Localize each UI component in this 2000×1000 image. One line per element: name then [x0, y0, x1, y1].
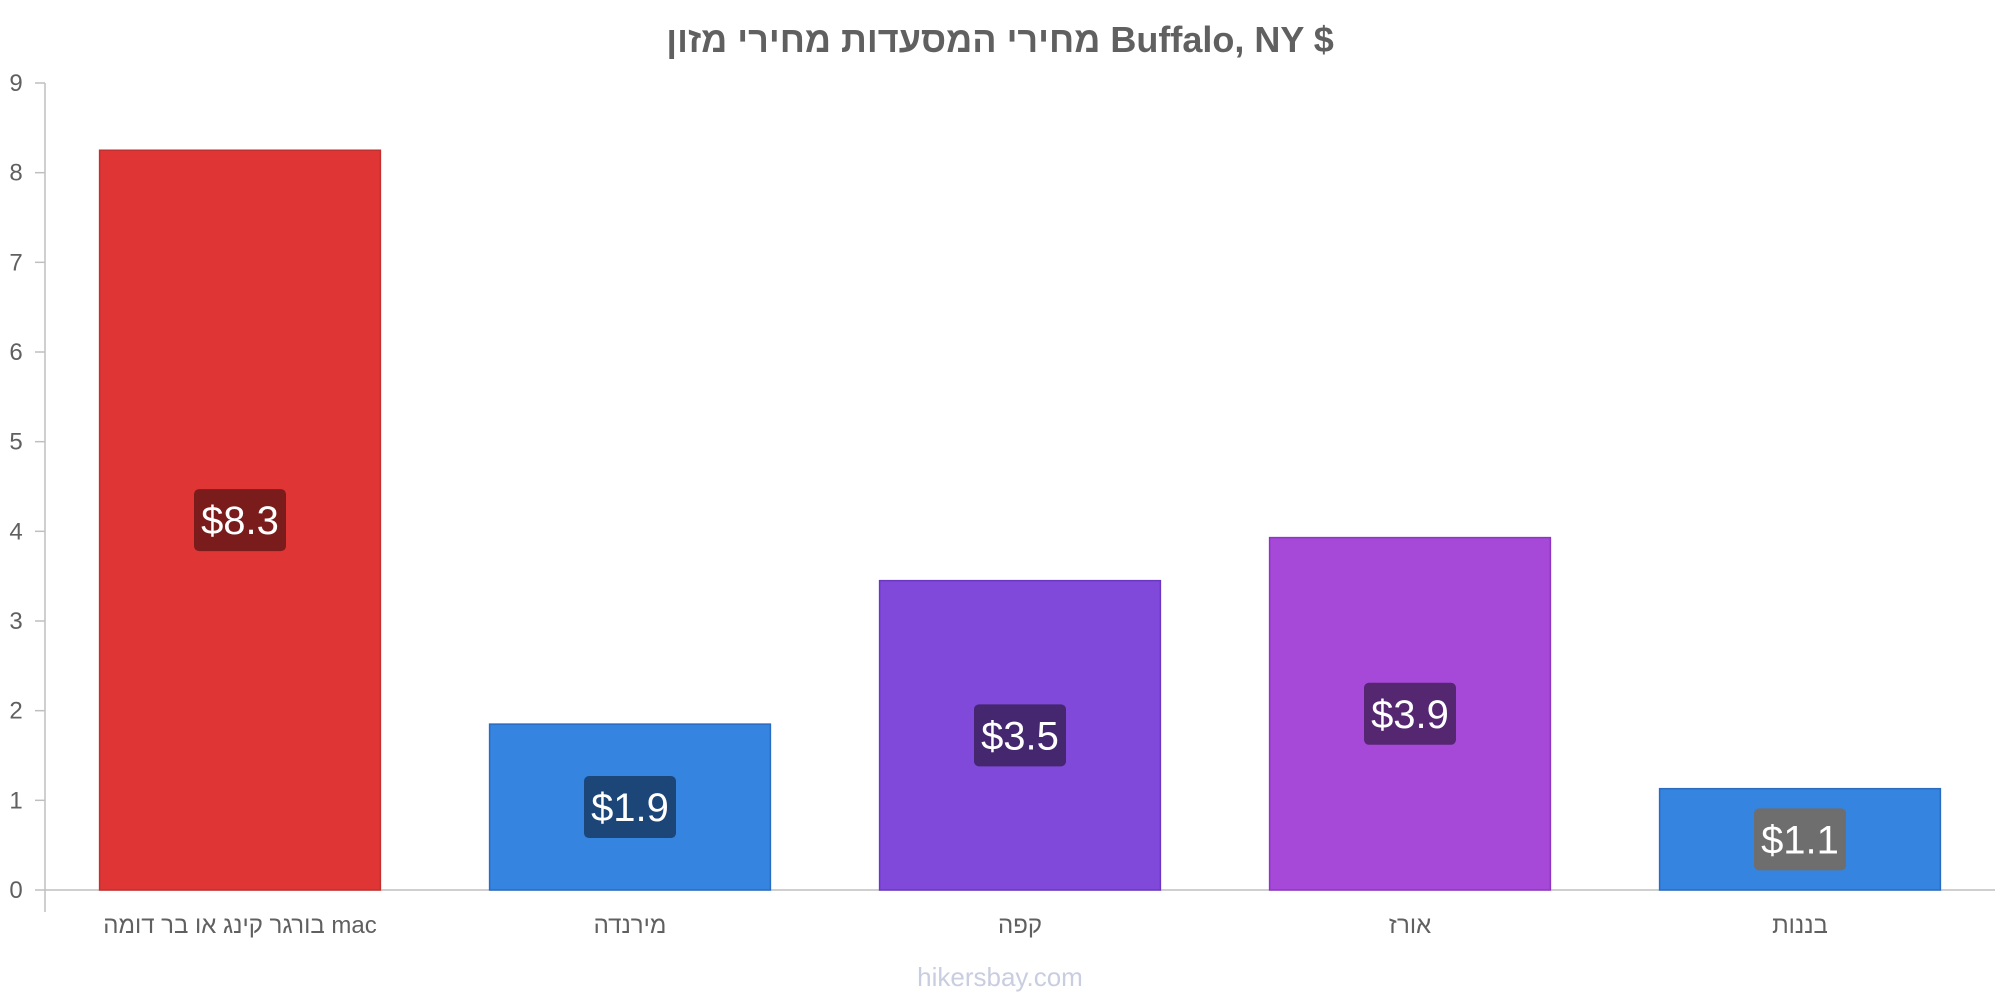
y-tick-label: 7 [9, 249, 22, 276]
x-axis: בורגר קינג או בר דומה mac מירנדה קפה אורז בנ… [45, 889, 1995, 939]
y-tick-label: 1 [9, 787, 22, 814]
y-tick-label: 6 [9, 339, 22, 366]
y-tick-label: 9 [9, 70, 22, 97]
bars [98, 149, 1942, 891]
data-label: $1.9 [591, 786, 669, 830]
x-category-label: בננות [1772, 912, 1828, 939]
y-tick-label: 8 [9, 160, 22, 187]
data-label-box [1364, 682, 1456, 745]
data-label: $8.3 [201, 499, 279, 543]
x-category-label: בורגר קינג או בר דומה mac [103, 912, 376, 939]
y-axis: 0 1 2 3 4 5 6 7 8 9 [9, 70, 46, 912]
x-category-label: מירנדה [594, 912, 667, 939]
y-tick-label: 0 [9, 877, 22, 904]
bar [878, 579, 1162, 891]
y-tick-label: 5 [9, 429, 22, 456]
y-tick-label: 2 [9, 698, 22, 725]
x-category-label: קפה [998, 912, 1042, 939]
data-label: $3.5 [981, 714, 1059, 758]
data-labels: $8.3 $1.9 $3.5 $3.9 $1.1 [194, 489, 1846, 871]
data-label-box [584, 776, 676, 839]
chart-title: מחירי המסעדות מחירי מזון Buffalo, NY $ [666, 19, 1334, 60]
x-category-label: אורז [1389, 912, 1431, 939]
data-label: $1.1 [1761, 818, 1839, 862]
footer-watermark: hikersbay.com [917, 962, 1083, 992]
y-tick-label: 4 [9, 518, 22, 545]
data-label: $3.9 [1371, 693, 1449, 737]
y-tick-label: 3 [9, 608, 22, 635]
data-label-box [194, 489, 286, 552]
data-label-box [974, 704, 1066, 767]
data-label-box [1754, 808, 1846, 871]
